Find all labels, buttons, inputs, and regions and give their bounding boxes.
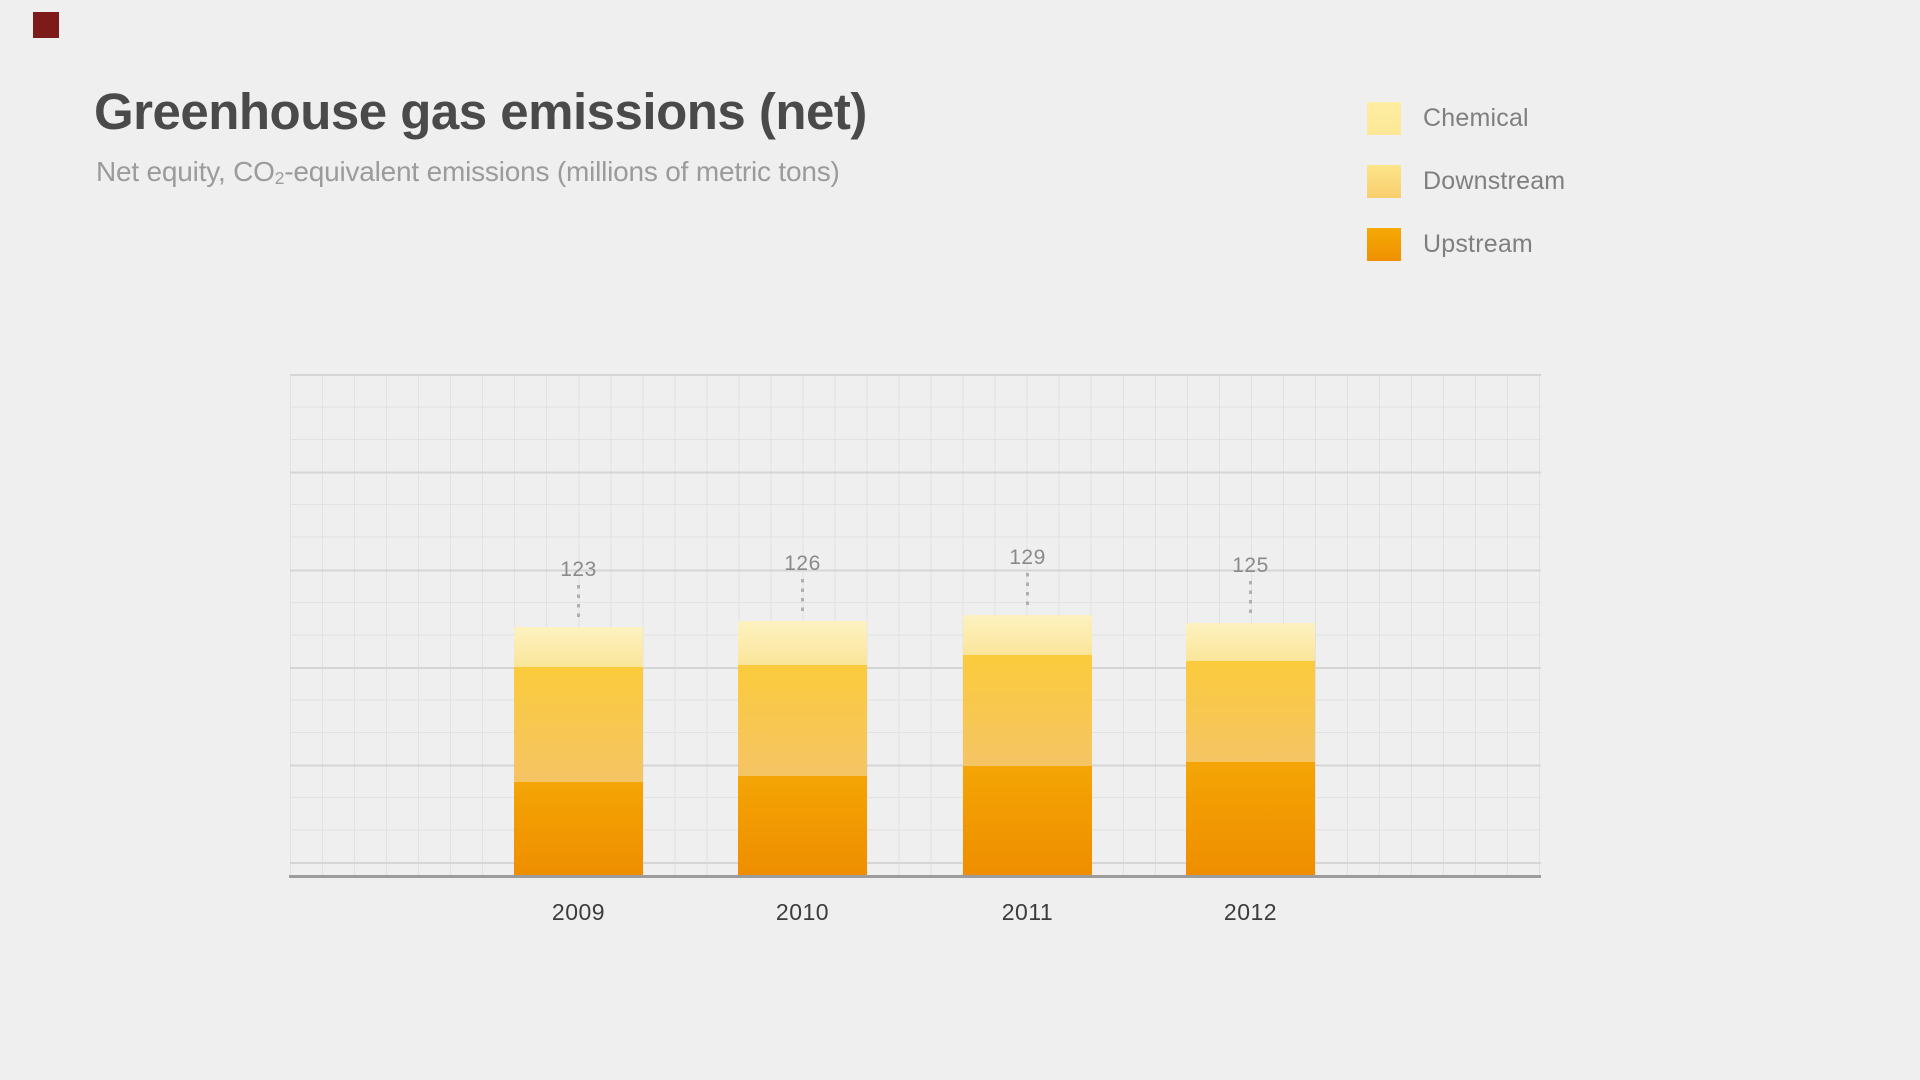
- bar-segment-chemical-2010: [738, 621, 867, 666]
- subtitle-suffix: -equivalent emissions (millions of metri…: [284, 156, 840, 187]
- x-axis-label-2011: 2011: [1001, 899, 1054, 925]
- bar-2012: 125: [1186, 555, 1315, 875]
- chart-legend: Chemical Downstream Upstream: [1367, 102, 1565, 291]
- x-axis-label-2012: 2012: [1223, 899, 1278, 925]
- bar-segment-upstream-2011: [963, 766, 1092, 875]
- downstream-swatch-icon: [1367, 165, 1401, 198]
- chemical-swatch-icon: [1367, 102, 1401, 135]
- red-square-marker: [33, 12, 59, 38]
- bar-segment-upstream-2009: [514, 782, 643, 875]
- plot-grid: [290, 374, 1541, 877]
- bar-segment-downstream-2012: [1186, 661, 1315, 763]
- value-label: 129: [1009, 545, 1046, 569]
- subtitle-subscript: 2: [274, 168, 285, 189]
- bar-segment-downstream-2010: [738, 665, 867, 777]
- bars-layer: 123 126 129 125: [290, 374, 1541, 875]
- page-title: Greenhouse gas emissions (net): [94, 83, 867, 140]
- x-axis-line: [289, 875, 1541, 878]
- value-leader-line: [801, 579, 804, 617]
- value-leader-line: [1026, 572, 1029, 611]
- legend-item-downstream: Downstream: [1367, 165, 1565, 198]
- value-leader-line: [1249, 581, 1252, 619]
- legend-label: Downstream: [1423, 167, 1566, 195]
- bar-2010: 126: [738, 553, 867, 875]
- bar-2009: 123: [514, 559, 643, 875]
- page-subtitle: Net equity, CO2-equivalent emissions (mi…: [96, 155, 840, 189]
- legend-item-upstream: Upstream: [1367, 228, 1565, 261]
- bar-segment-upstream-2012: [1186, 762, 1315, 875]
- bar-segment-chemical-2012: [1186, 623, 1315, 662]
- bar-segment-upstream-2010: [738, 776, 867, 875]
- x-axis-label-2009: 2009: [551, 899, 606, 925]
- legend-label: Upstream: [1423, 230, 1533, 258]
- bar-segment-chemical-2009: [514, 627, 643, 668]
- x-axis-labels: 2009 2010 2011 2012: [290, 901, 1541, 931]
- value-label: 123: [560, 558, 597, 581]
- subtitle-prefix: Net equity, CO: [96, 156, 275, 187]
- value-leader-line: [577, 585, 580, 623]
- bar-segment-downstream-2011: [963, 655, 1092, 767]
- bar-2011: 129: [963, 547, 1092, 875]
- bar-segment-chemical-2011: [963, 614, 1092, 656]
- bar-segment-downstream-2009: [514, 667, 643, 783]
- legend-item-chemical: Chemical: [1367, 102, 1565, 135]
- x-axis-label-2010: 2010: [775, 899, 830, 925]
- legend-label: Chemical: [1423, 104, 1529, 132]
- value-label: 125: [1232, 554, 1269, 577]
- upstream-swatch-icon: [1367, 228, 1401, 261]
- value-label: 126: [784, 552, 821, 575]
